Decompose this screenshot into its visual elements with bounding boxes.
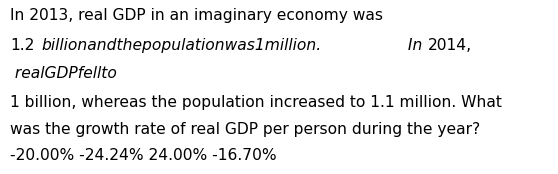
Text: billionandthepopulationwas1million.: billionandthepopulationwas1million. <box>41 38 321 53</box>
Text: In 2013, real GDP in an imaginary economy was: In 2013, real GDP in an imaginary econom… <box>10 9 383 23</box>
Text: 1.2: 1.2 <box>10 38 35 53</box>
Text: realGDPfellto: realGDPfellto <box>10 66 117 81</box>
Text: 2014,: 2014, <box>428 38 472 53</box>
Text: -20.00% -24.24% 24.00% -16.70%: -20.00% -24.24% 24.00% -16.70% <box>10 148 277 163</box>
Text: was the growth rate of real GDP per person during the year?: was the growth rate of real GDP per pers… <box>10 122 480 137</box>
Text: In: In <box>403 38 422 53</box>
Text: 1 billion, whereas the population increased to 1.1 million. What: 1 billion, whereas the population increa… <box>10 95 502 110</box>
